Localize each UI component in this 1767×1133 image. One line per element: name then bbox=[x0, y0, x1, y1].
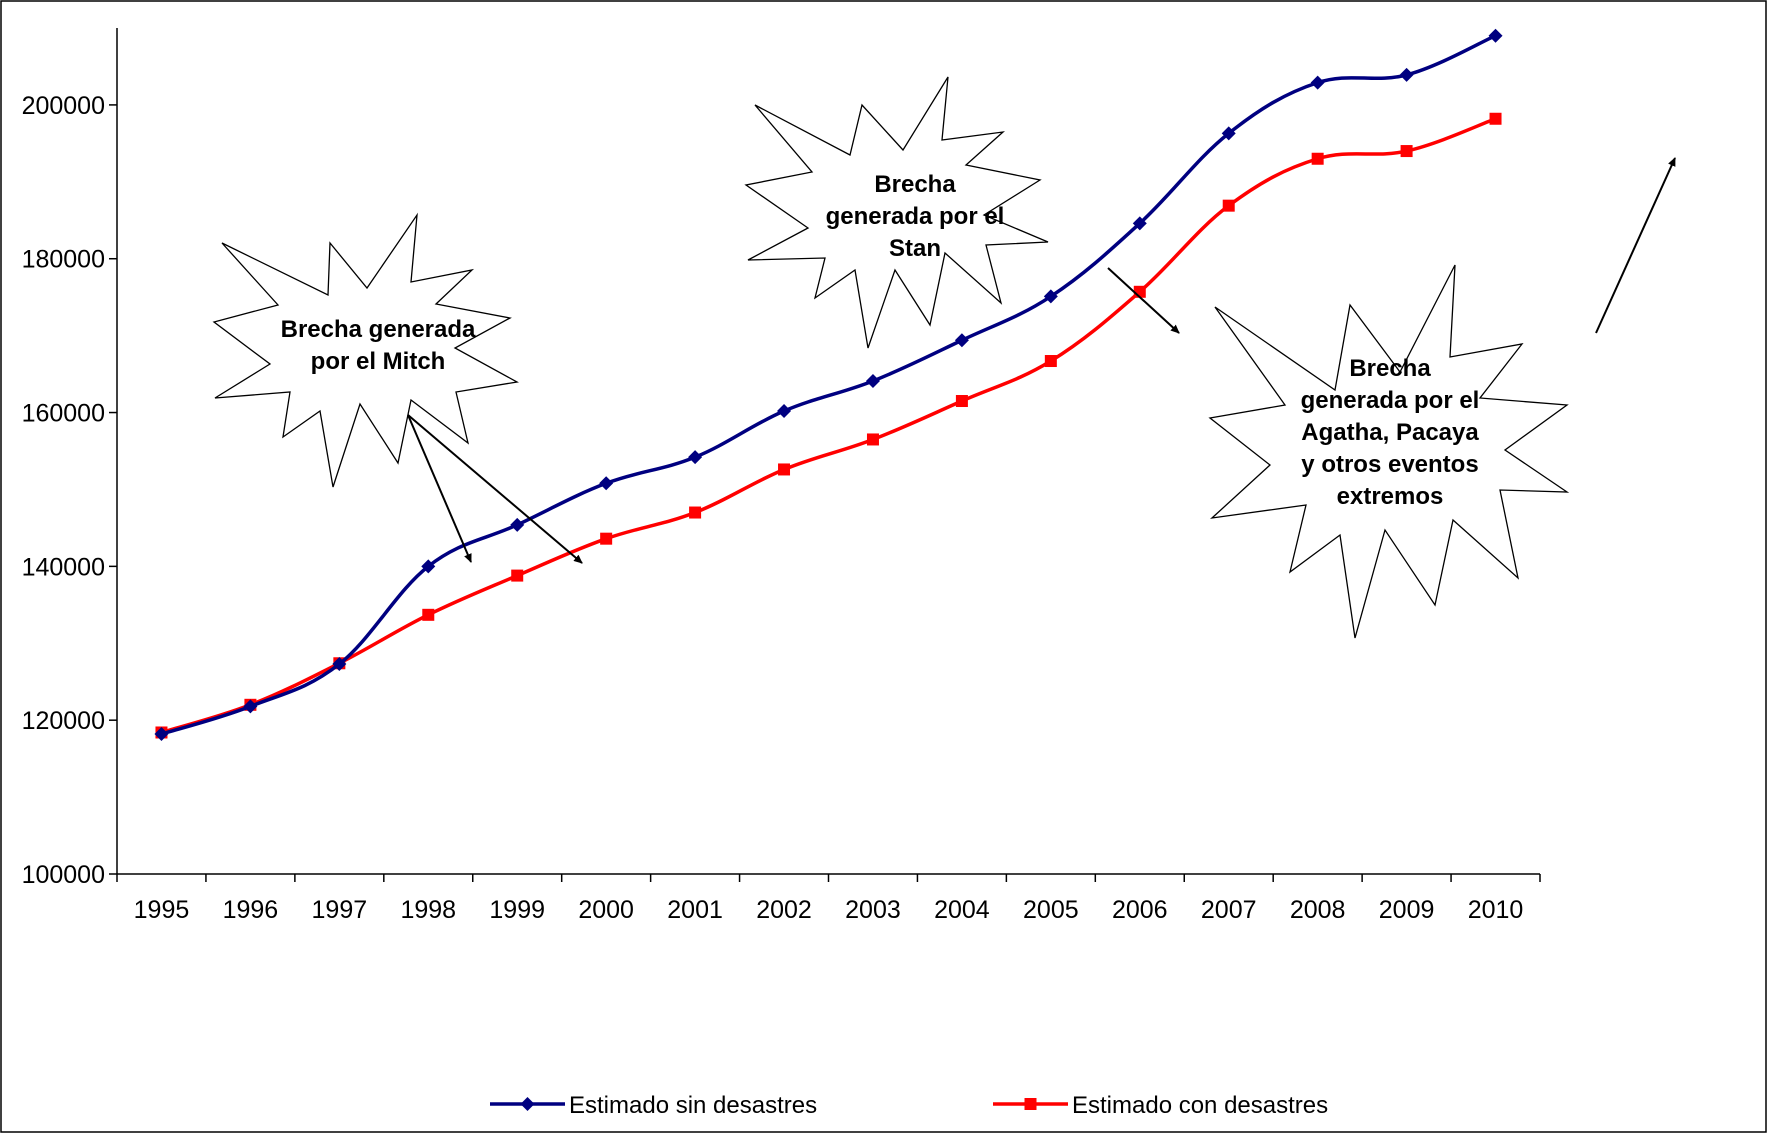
y-tick-label: 200000 bbox=[22, 92, 105, 120]
x-tick-label: 1997 bbox=[312, 896, 368, 924]
data-point bbox=[955, 395, 968, 408]
annotation-agatha-line: y otros eventos bbox=[1301, 451, 1478, 478]
starburst-agatha bbox=[1208, 264, 1570, 639]
data-point bbox=[1043, 289, 1058, 304]
series-layer bbox=[154, 28, 1503, 742]
series-line bbox=[160, 34, 1497, 736]
legend-label: Estimado sin desastres bbox=[569, 1092, 817, 1119]
data-point bbox=[1221, 126, 1236, 141]
x-tick-label: 2006 bbox=[1112, 896, 1168, 924]
data-point bbox=[1488, 28, 1503, 43]
annotation-mitch-line: por el Mitch bbox=[311, 348, 446, 375]
x-tick-label: 2002 bbox=[756, 896, 812, 924]
data-point bbox=[332, 657, 347, 672]
annotation-arrow bbox=[1595, 157, 1676, 334]
annotation-arrow bbox=[1107, 267, 1180, 334]
annotation-agatha-line: Agatha, Pacaya bbox=[1301, 419, 1479, 446]
data-point bbox=[511, 569, 524, 582]
data-point bbox=[422, 608, 435, 621]
annotation-bursts: Brecha generada por el Mitch Brecha generad… bbox=[212, 76, 1570, 639]
y-tick-label: 120000 bbox=[22, 707, 105, 735]
data-point bbox=[600, 532, 613, 545]
x-tick-label: 2009 bbox=[1379, 896, 1435, 924]
data-point bbox=[154, 727, 169, 742]
legend-label: Estimado con desastres bbox=[1072, 1092, 1328, 1119]
data-point bbox=[421, 559, 436, 574]
x-tick-label: 2004 bbox=[934, 896, 990, 924]
data-point bbox=[510, 517, 525, 532]
x-tick-label: 1996 bbox=[223, 896, 279, 924]
annotation-agatha-line: generada por el bbox=[1301, 387, 1480, 414]
legend-item: Estimado sin desastres bbox=[490, 1092, 817, 1119]
data-point bbox=[1132, 216, 1147, 231]
x-tick-label: 2001 bbox=[667, 896, 723, 924]
annotation-arrows bbox=[407, 157, 1676, 564]
x-tick-label: 2005 bbox=[1023, 896, 1079, 924]
x-tick-label: 2003 bbox=[845, 896, 901, 924]
legend-item: Estimado con desastres bbox=[993, 1092, 1328, 1119]
data-point bbox=[1489, 112, 1502, 125]
annotation-agatha-line: Brecha bbox=[1349, 355, 1431, 382]
axes: 100000 120000 140000 160000 180000 200000 1995… bbox=[22, 28, 1541, 924]
x-tick-label: 2007 bbox=[1201, 896, 1257, 924]
x-tick-label: 2010 bbox=[1468, 896, 1524, 924]
y-tick-label: 180000 bbox=[22, 246, 105, 274]
data-point bbox=[1400, 145, 1413, 158]
data-point bbox=[243, 699, 258, 714]
data-point bbox=[599, 476, 614, 491]
legend: Estimado sin desastres Estimado con desas… bbox=[490, 1092, 1328, 1119]
series-sin-desastres bbox=[154, 28, 1503, 742]
data-point bbox=[688, 450, 703, 465]
data-point bbox=[954, 333, 969, 348]
data-point bbox=[777, 404, 792, 419]
x-tick-label: 2000 bbox=[578, 896, 634, 924]
data-point bbox=[778, 463, 791, 476]
annotation-stan-line: generada por el bbox=[826, 203, 1005, 230]
data-point bbox=[1044, 355, 1057, 368]
annotation-arrow bbox=[407, 414, 472, 563]
data-point bbox=[866, 433, 879, 446]
starburst-stan bbox=[744, 76, 1049, 349]
x-tick-label: 1998 bbox=[400, 896, 456, 924]
y-tick-label: 100000 bbox=[22, 861, 105, 889]
series-line bbox=[160, 117, 1497, 735]
data-point bbox=[689, 506, 702, 519]
annotation-arrow bbox=[407, 414, 583, 564]
data-point bbox=[1311, 152, 1324, 165]
legend-marker bbox=[1024, 1098, 1037, 1110]
x-tick-label: 2008 bbox=[1290, 896, 1346, 924]
annotation-agatha-line: extremos bbox=[1337, 483, 1444, 510]
x-tick-label: 1995 bbox=[134, 896, 190, 924]
data-point bbox=[1399, 67, 1414, 82]
y-tick-label: 160000 bbox=[22, 400, 105, 428]
data-point bbox=[1222, 199, 1235, 212]
annotation-stan-line: Brecha bbox=[874, 171, 956, 198]
annotation-stan-line: Stan bbox=[889, 235, 941, 262]
annotation-mitch-line: Brecha generada bbox=[281, 316, 476, 343]
y-tick-label: 140000 bbox=[22, 553, 105, 581]
starburst-mitch bbox=[212, 212, 519, 488]
data-point bbox=[865, 374, 880, 389]
x-tick-label: 1999 bbox=[489, 896, 545, 924]
legend-marker bbox=[520, 1097, 535, 1111]
data-point bbox=[1310, 75, 1325, 90]
